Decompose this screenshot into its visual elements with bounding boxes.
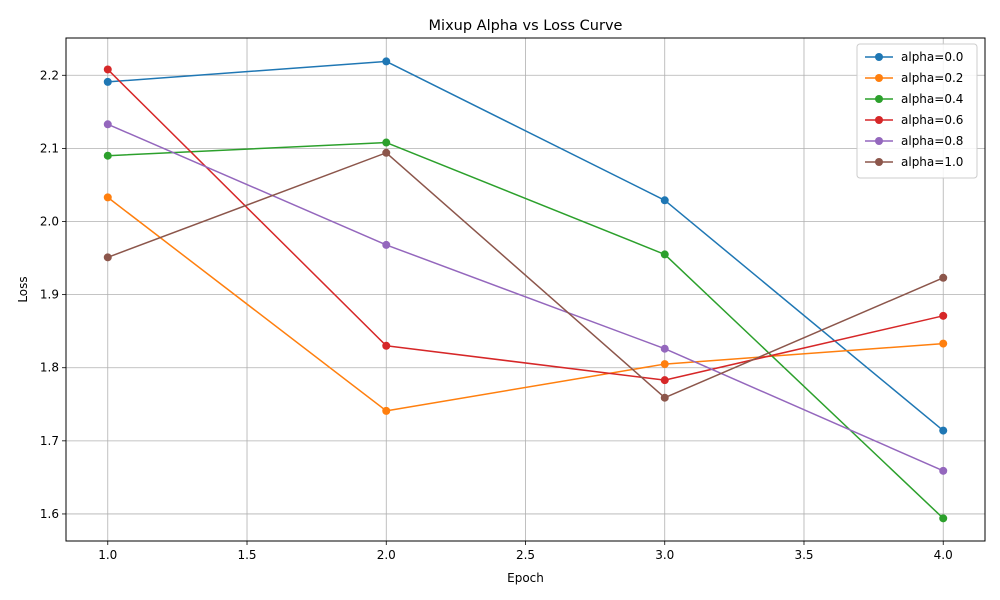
data-point bbox=[939, 273, 948, 282]
series-alpha-0-4 bbox=[103, 138, 948, 523]
legend-label: alpha=0.0 bbox=[901, 50, 963, 64]
data-point bbox=[103, 65, 112, 74]
data-point bbox=[103, 120, 112, 129]
y-tick-label: 1.6 bbox=[40, 507, 59, 521]
data-point bbox=[660, 376, 669, 385]
legend-swatch-marker bbox=[875, 137, 883, 145]
legend-swatch-marker bbox=[875, 53, 883, 61]
y-tick-label: 2.1 bbox=[40, 141, 59, 155]
data-point bbox=[660, 196, 669, 205]
data-point bbox=[382, 406, 391, 415]
series-line bbox=[107, 60, 944, 432]
legend-item: alpha=0.6 bbox=[865, 113, 963, 127]
data-point bbox=[382, 57, 391, 66]
series-line bbox=[107, 123, 944, 472]
chart-title: Mixup Alpha vs Loss Curve bbox=[429, 18, 623, 34]
legend-label: alpha=0.2 bbox=[901, 71, 963, 85]
data-point bbox=[939, 311, 948, 320]
y-tick-label: 2.2 bbox=[40, 68, 59, 82]
x-tick-label: 1.0 bbox=[98, 548, 117, 562]
data-point bbox=[382, 138, 391, 147]
x-tick-label: 4.0 bbox=[934, 548, 953, 562]
x-axis-title: Epoch bbox=[507, 571, 544, 585]
legend-label: alpha=0.8 bbox=[901, 134, 963, 148]
series-alpha-1-0 bbox=[103, 148, 948, 402]
legend-swatch-marker bbox=[875, 116, 883, 124]
legend-swatch-marker bbox=[875, 95, 883, 103]
y-tick-label: 1.7 bbox=[40, 434, 59, 448]
legend-label: alpha=0.4 bbox=[901, 92, 963, 106]
y-tick-label: 2.0 bbox=[40, 215, 59, 229]
legend-swatch-marker bbox=[875, 158, 883, 166]
x-tick-label: 3.5 bbox=[794, 548, 813, 562]
x-tick-label: 1.5 bbox=[237, 548, 256, 562]
series-alpha-0-6 bbox=[103, 65, 948, 385]
data-point bbox=[103, 151, 112, 160]
series-line bbox=[107, 68, 944, 381]
x-tick-label: 3.0 bbox=[655, 548, 674, 562]
series-line bbox=[107, 196, 944, 412]
series-alpha-0-2 bbox=[103, 193, 948, 415]
data-point bbox=[660, 393, 669, 402]
data-point bbox=[660, 360, 669, 369]
axis-ticks: 1.0 1.5 2.0 2.5 3.0 3.5 4.0 1.6 1.7 1.8 1.9 2.0 2.1 2… bbox=[40, 68, 953, 562]
data-point bbox=[939, 426, 948, 435]
data-point bbox=[103, 77, 112, 86]
data-point bbox=[382, 148, 391, 157]
data-point bbox=[660, 344, 669, 353]
legend-item: alpha=0.8 bbox=[865, 134, 963, 148]
data-point bbox=[382, 341, 391, 350]
legend-label: alpha=1.0 bbox=[901, 155, 963, 169]
data-point bbox=[939, 466, 948, 475]
legend-item: alpha=0.4 bbox=[865, 92, 963, 106]
data-point bbox=[939, 514, 948, 523]
data-point bbox=[382, 240, 391, 249]
data-point bbox=[939, 339, 948, 348]
legend-label: alpha=0.6 bbox=[901, 113, 963, 127]
series-layer bbox=[103, 57, 948, 523]
series-line bbox=[107, 141, 944, 519]
data-point bbox=[103, 253, 112, 262]
y-tick-label: 1.9 bbox=[40, 288, 59, 302]
series-alpha-0-8 bbox=[103, 120, 948, 475]
data-point bbox=[103, 193, 112, 202]
x-tick-label: 2.5 bbox=[516, 548, 535, 562]
legend-swatch-marker bbox=[875, 74, 883, 82]
y-tick-label: 1.8 bbox=[40, 361, 59, 375]
legend: alpha=0.0 alpha=0.2 alpha=0.4 alpha=0.6 alph… bbox=[856, 43, 978, 179]
series-line bbox=[107, 152, 944, 399]
legend-item: alpha=0.0 bbox=[865, 50, 963, 64]
y-axis-title: Loss bbox=[16, 276, 30, 302]
x-tick-label: 2.0 bbox=[377, 548, 396, 562]
legend-item: alpha=1.0 bbox=[865, 155, 963, 169]
data-point bbox=[660, 250, 669, 259]
series-alpha-0-0 bbox=[103, 57, 948, 435]
legend-item: alpha=0.2 bbox=[865, 71, 963, 85]
grid bbox=[66, 38, 985, 541]
